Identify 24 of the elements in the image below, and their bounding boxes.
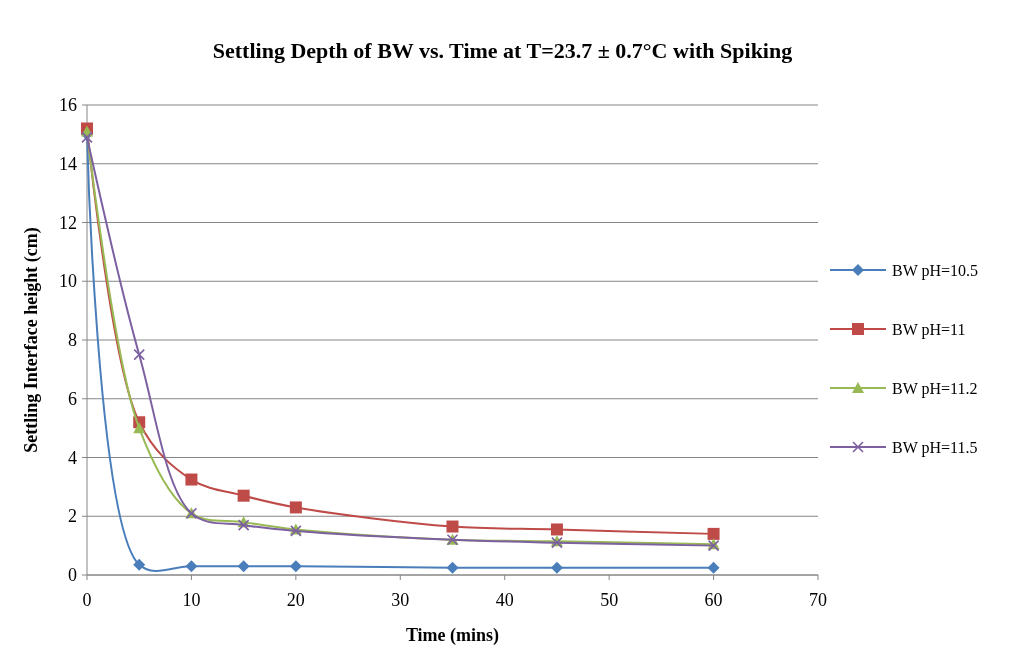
legend-label: BW pH=11.2 [892, 380, 978, 398]
y-tick-label: 8 [68, 330, 77, 350]
y-tick-label: 12 [59, 212, 77, 233]
y-axis-title: Settling Interface height (cm) [21, 227, 42, 453]
x-tick-label: 50 [600, 590, 619, 610]
y-tick-label: 6 [68, 388, 77, 409]
y-tick-label: 0 [68, 565, 77, 585]
y-tick-label: 10 [59, 271, 77, 292]
x-tick-label: 10 [182, 590, 201, 610]
y-tick-label: 4 [68, 447, 77, 468]
y-tick-label: 2 [68, 506, 77, 527]
legend-label: BW pH=11.5 [892, 439, 978, 457]
y-tick-label: 14 [59, 153, 77, 174]
x-tick-label: 40 [495, 590, 514, 610]
legend-label: BW pH=11 [892, 321, 966, 339]
x-tick-label: 0 [82, 590, 92, 610]
x-axis-title: Time (mins) [405, 625, 500, 646]
x-tick-label: 70 [809, 590, 827, 610]
x-tick-label: 20 [286, 590, 305, 610]
x-tick-label: 60 [704, 590, 723, 610]
chart-title: Settling Depth of BW vs. Time at T=23.7 ± 0.7°C with Spiking [212, 38, 793, 63]
legend-label: BW pH=10.5 [892, 262, 979, 280]
y-tick-label: 16 [59, 95, 77, 115]
x-tick-label: 30 [391, 590, 410, 610]
